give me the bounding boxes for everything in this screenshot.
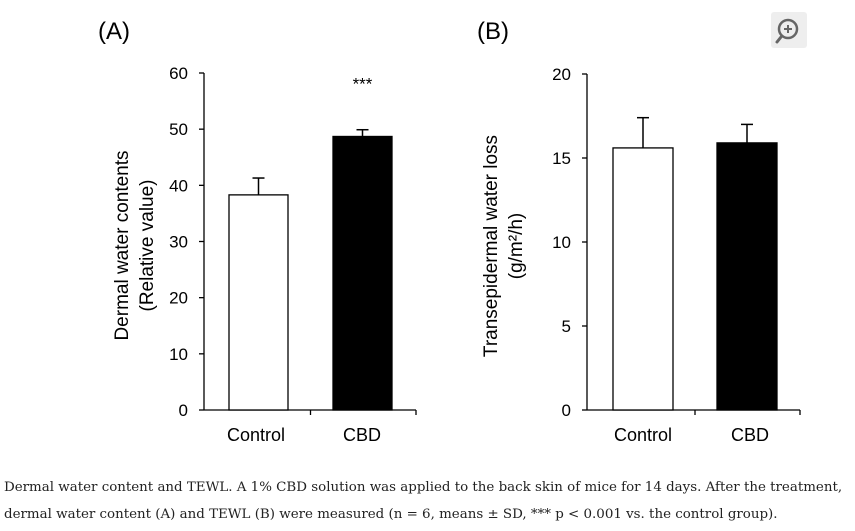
panel-a-y-axis-label: Dermal water contents — [112, 150, 133, 340]
panel-a-significance-marker: *** — [353, 75, 373, 94]
panel-a-y-tick-label: 60 — [169, 64, 188, 83]
panel-a-category-label: Control — [227, 425, 285, 445]
panel-b-category-label: CBD — [731, 425, 769, 445]
panel-a-y-tick-label: 0 — [179, 401, 188, 420]
panel-b-y-tick-label: 0 — [562, 401, 571, 420]
panel-b-bar-control — [612, 147, 674, 411]
panel-b-y-axis-label: Transepidermal water loss — [481, 135, 502, 357]
panel-a-y-tick-label: 20 — [169, 289, 188, 308]
panel-b-y-axis-label: (g/m²/h) — [506, 213, 527, 280]
caption-line-2: dermal water content (A) and TEWL (B) we… — [4, 507, 778, 522]
panel-a-y-axis-label: (Relative value) — [137, 180, 158, 312]
panel-a-y-tick-label: 40 — [169, 176, 188, 195]
figure-caption: Dermal water content and TEWL. A 1% CBD … — [4, 474, 852, 528]
zoom-button[interactable] — [771, 12, 807, 48]
panel-b-y-tick-label: 5 — [562, 317, 571, 336]
panel-a-y-tick-label: 10 — [169, 345, 188, 364]
panel-b-y-tick-label: 10 — [552, 233, 571, 252]
panel-a-bar-cbd — [332, 135, 393, 411]
panel-a-category-label: CBD — [343, 425, 381, 445]
panel-a-y-tick-label: 30 — [169, 233, 188, 252]
zoom-in-icon — [775, 18, 799, 44]
panel-b-bar-cbd — [716, 142, 778, 411]
panel-b-y-tick-label: 15 — [552, 149, 571, 168]
caption-line-1: Dermal water content and TEWL. A 1% CBD … — [4, 480, 843, 495]
panel-b-y-tick-label: 20 — [552, 65, 571, 84]
panel-a-y-tick-label: 50 — [169, 120, 188, 139]
panel-a-label: (A) — [98, 18, 130, 45]
panel-a-bar-control — [228, 194, 289, 411]
panel-b-category-label: Control — [614, 425, 672, 445]
panel-b-label: (B) — [477, 18, 509, 45]
